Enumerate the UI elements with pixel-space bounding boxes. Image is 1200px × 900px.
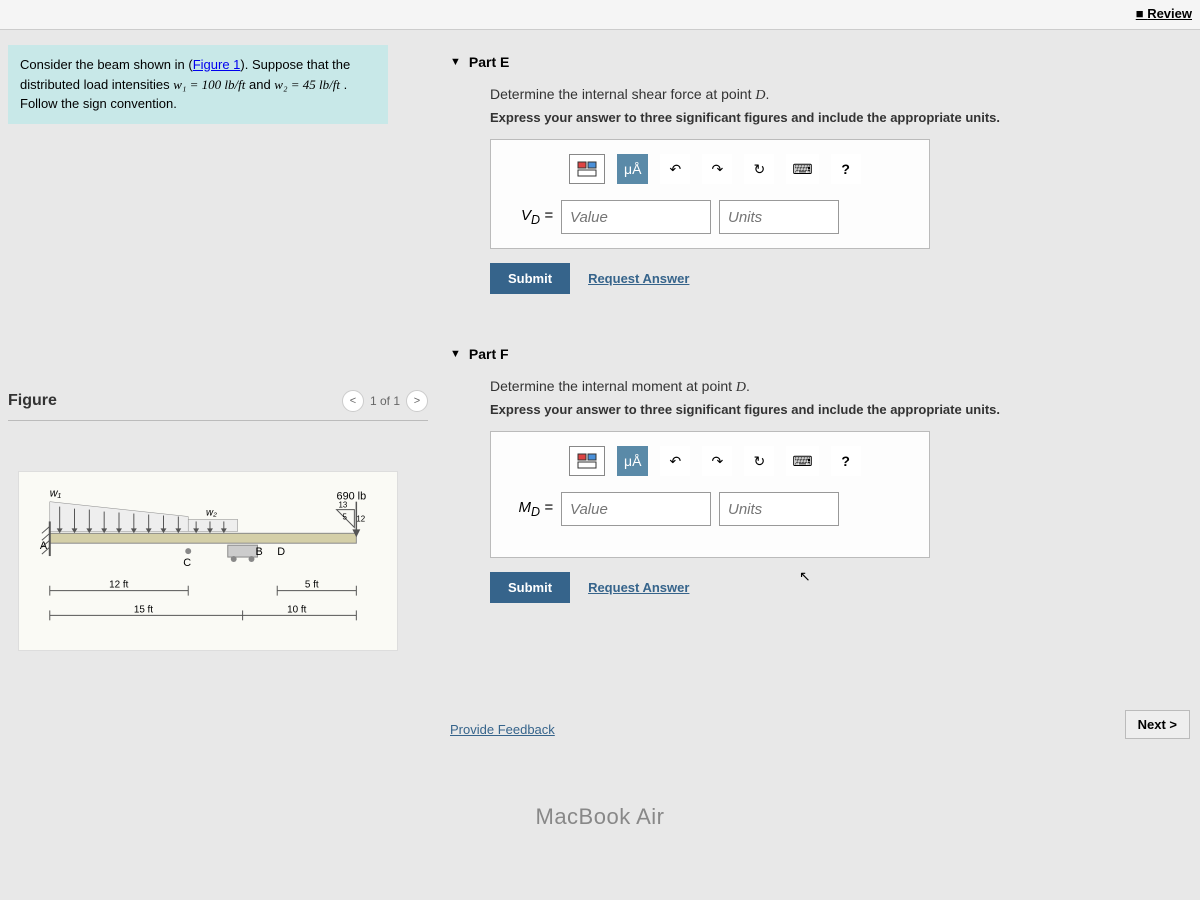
provide-feedback-link[interactable]: Provide Feedback: [450, 722, 555, 737]
w1-expression: w₁ = 100 lb/ft: [173, 77, 245, 92]
dim-15: 15 ft: [134, 604, 153, 615]
part-f-submit-button[interactable]: Submit: [490, 572, 570, 603]
beam-diagram: w₁ w₂ A: [19, 472, 397, 650]
figure-link[interactable]: Figure 1: [193, 57, 241, 72]
review-link[interactable]: Review: [1136, 6, 1192, 21]
footer-row: Provide Feedback Next >: [450, 710, 1190, 739]
angle-hyp: 13: [339, 501, 348, 510]
part-e-units-input[interactable]: [719, 200, 839, 234]
figure-nav: < 1 of 1 >: [342, 390, 428, 412]
part-e-body: Determine the internal shear force at po…: [450, 76, 1190, 304]
part-e-toolbar: μÅ ↶ ↷ ↻ ⌨ ?: [509, 154, 911, 184]
dim-10: 10 ft: [287, 604, 306, 615]
part-f-instr-text: Determine the internal moment at point: [490, 378, 736, 394]
part-f-instruction-bold: Express your answer to three significant…: [490, 402, 1170, 417]
redo-icon[interactable]: ↷: [702, 154, 732, 184]
part-f-instruction: Determine the internal moment at point D…: [490, 378, 1170, 396]
figure-next-button[interactable]: >: [406, 390, 428, 412]
w2-expression: w₂ = 45 lb/ft: [274, 77, 340, 92]
angle-v: 12: [356, 514, 365, 523]
point-c-label: C: [183, 557, 191, 569]
problem-text-3: and: [245, 77, 274, 92]
mu-a-button[interactable]: μÅ: [617, 154, 648, 184]
format-template-icon[interactable]: [569, 446, 605, 476]
reset-icon[interactable]: ↻: [744, 154, 774, 184]
device-label: MacBook Air: [536, 804, 665, 830]
caret-down-icon: ▼: [450, 56, 461, 68]
figure-image: w₁ w₂ A: [18, 471, 398, 651]
point-d-label: D: [277, 546, 285, 558]
part-e-input-row: VD =: [509, 200, 911, 234]
top-bar: Review: [0, 0, 1200, 30]
part-e-submit-row: Submit Request Answer: [490, 263, 1170, 294]
w1-label: w₁: [50, 488, 62, 500]
format-template-icon[interactable]: [569, 154, 605, 184]
part-e-request-answer[interactable]: Request Answer: [588, 271, 689, 286]
problem-text-1: Consider the beam shown in (: [20, 57, 193, 72]
point-b-label: B: [255, 546, 262, 558]
mu-a-button[interactable]: μÅ: [617, 446, 648, 476]
part-e-value-input[interactable]: [561, 200, 711, 234]
next-button[interactable]: Next >: [1125, 710, 1190, 739]
help-icon[interactable]: ?: [831, 154, 861, 184]
keyboard-icon[interactable]: ⌨: [786, 446, 818, 476]
part-f-answer-box: μÅ ↶ ↷ ↻ ⌨ ? MD = ↖: [490, 431, 930, 558]
dim-12: 12 ft: [109, 580, 128, 591]
part-e-block: ▼ Part E Determine the internal shear fo…: [450, 40, 1190, 312]
part-e-point: D: [755, 88, 765, 103]
part-e-instruction-bold: Express your answer to three significant…: [490, 110, 1170, 125]
angle-h: 5: [342, 512, 347, 521]
keyboard-icon[interactable]: ⌨: [786, 154, 818, 184]
part-f-title: Part F: [469, 346, 509, 362]
problem-statement: Consider the beam shown in (Figure 1). S…: [8, 45, 388, 124]
help-icon[interactable]: ?: [831, 446, 861, 476]
dim-5: 5 ft: [305, 580, 319, 591]
cursor-icon: ↖: [799, 568, 1200, 585]
part-e-instruction: Determine the internal shear force at po…: [490, 86, 1170, 104]
reset-icon[interactable]: ↻: [744, 446, 774, 476]
part-f-block: ▼ Part F Determine the internal moment a…: [450, 332, 1190, 621]
figure-panel: Figure < 1 of 1 > w₁ w₂: [8, 390, 428, 651]
w2-label: w₂: [206, 508, 217, 519]
figure-nav-text: 1 of 1: [370, 394, 400, 408]
redo-icon[interactable]: ↷: [702, 446, 732, 476]
part-e-var-label: VD =: [509, 207, 553, 227]
part-f-body: Determine the internal moment at point D…: [450, 368, 1190, 613]
part-e-header[interactable]: ▼ Part E: [450, 48, 1190, 76]
undo-icon[interactable]: ↶: [660, 154, 690, 184]
part-e-title: Part E: [469, 54, 509, 70]
figure-header: Figure < 1 of 1 >: [8, 390, 428, 421]
undo-icon[interactable]: ↶: [660, 446, 690, 476]
point-a-label: A: [40, 540, 48, 552]
part-f-toolbar: μÅ ↶ ↷ ↻ ⌨ ?: [509, 446, 911, 476]
part-f-input-row: MD =: [509, 492, 911, 526]
parts-area: ▼ Part E Determine the internal shear fo…: [450, 40, 1190, 641]
part-f-header[interactable]: ▼ Part F: [450, 340, 1190, 368]
figure-title: Figure: [8, 392, 57, 410]
caret-down-icon: ▼: [450, 348, 461, 360]
part-f-var-label: MD =: [509, 499, 553, 519]
part-f-point: D: [736, 380, 746, 395]
figure-prev-button[interactable]: <: [342, 390, 364, 412]
part-e-instr-text: Determine the internal shear force at po…: [490, 86, 755, 102]
part-e-submit-button[interactable]: Submit: [490, 263, 570, 294]
part-f-request-answer[interactable]: Request Answer: [588, 580, 689, 595]
part-e-answer-box: μÅ ↶ ↷ ↻ ⌨ ? VD =: [490, 139, 930, 249]
part-f-value-input[interactable]: [561, 492, 711, 526]
part-f-units-input[interactable]: [719, 492, 839, 526]
